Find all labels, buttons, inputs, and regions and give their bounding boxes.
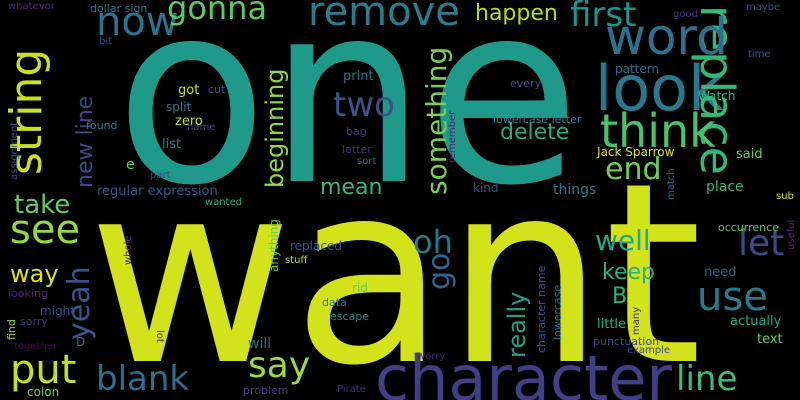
word-got: got [178,83,200,98]
word-split: split [166,100,192,114]
word-see: see [10,207,81,253]
word-whole: whole [123,235,134,265]
word-cut: cut [208,83,226,96]
word-character: character [375,342,672,400]
word-colon: colon [27,385,60,399]
word-zero: zero [175,114,203,129]
word-text: text [757,332,783,347]
word-two: two [333,85,395,125]
word-whatever: whatever [8,1,55,12]
word-part: part [150,170,171,181]
word-lot: lot [154,330,165,343]
word-things: things [553,182,597,198]
word-mean: mean [320,175,383,200]
word-name: name [187,122,216,133]
word-anything: anything [267,219,281,272]
word-might: might [40,304,75,318]
word-worry: worry [417,351,446,362]
word-bag: bag [346,125,367,138]
word-looking: looking [8,287,48,300]
word-escape: escape [330,310,370,323]
word-lowercase-letter: lowercase letter [493,113,582,126]
word-d: D [76,335,86,349]
word-sub: sub [776,191,794,202]
word-useful: useful [786,219,797,250]
word-jack-sparrow: Jack Sparrow [597,145,675,159]
word-character-name: character name [535,265,548,353]
word-find: find [5,319,18,340]
word-well: well [595,224,651,257]
word-blank: blank [96,359,190,399]
word-said: said [736,147,763,162]
word-new-line: new line [73,95,98,188]
word-occurrence: occurrence [718,221,779,234]
word-punctuation: punctuation [593,335,660,348]
word-will: will [248,336,272,352]
word-e: e [126,157,135,173]
word-beginning: beginning [261,68,289,188]
word-time: time [748,49,771,60]
word-letter: letter [342,143,372,156]
word-many: many [631,306,642,335]
word-little: little [597,317,627,332]
word-gonna: gonna [167,0,268,27]
word-list: list [162,137,182,152]
word-one: one [115,0,581,240]
word-found: found [86,119,118,132]
word-match: match [666,168,677,200]
word-line: line [676,359,738,399]
word-place: place [706,179,744,195]
word-sort: sort [357,156,377,167]
word-say: say [248,345,311,386]
word-end: end [605,152,662,187]
word-happen: happen [475,1,558,26]
word-use: use [697,274,768,320]
word-bit: bit [99,36,113,47]
word-maybe: maybe [746,2,781,13]
word-need: need [704,265,737,280]
word-oh: oh [413,223,453,261]
word-remove: remove [308,0,460,35]
word-delete: delete [500,120,570,145]
word-go: go [422,252,457,290]
word-sorry: sorry [20,315,48,328]
word-example: example [627,345,671,356]
word-regular-expression: regular expression [97,184,218,199]
word-together: together [14,341,58,352]
word-pattern: pattern [615,62,660,76]
word-think: think [600,104,716,158]
word-want: want [88,129,703,400]
word-rid: rid [352,281,368,295]
word-keep: keep [602,260,655,285]
word-look: look [595,52,724,125]
word-assignment: assignment [9,121,20,180]
word-kind: kind [473,181,499,195]
word-pirate: Pirate [337,384,366,395]
word-put: put [10,347,77,393]
word-remember: remember [447,110,458,163]
word-let: let [738,223,785,264]
word-b: B [612,284,628,309]
word-every: every [510,77,542,90]
word-lowercase: lowercase [551,284,564,340]
word-stuff: stuff [285,255,308,266]
word-now: now [96,0,179,45]
word-word: word [605,8,728,66]
word-take: take [14,190,71,220]
word-really: really [503,291,531,358]
word-problem: problem [243,384,289,397]
word-good: good [673,9,698,20]
word-data: data [322,296,347,309]
word-replaced: replaced [290,239,342,253]
word-first: first [570,0,637,35]
word-way: way [10,260,59,288]
word-print: print [343,69,374,84]
word-dollar-sign: dollar sign [90,2,148,15]
word-actually: actually [730,314,782,329]
word-watch: Watch [698,89,736,103]
word-wanted: wanted [205,197,243,208]
